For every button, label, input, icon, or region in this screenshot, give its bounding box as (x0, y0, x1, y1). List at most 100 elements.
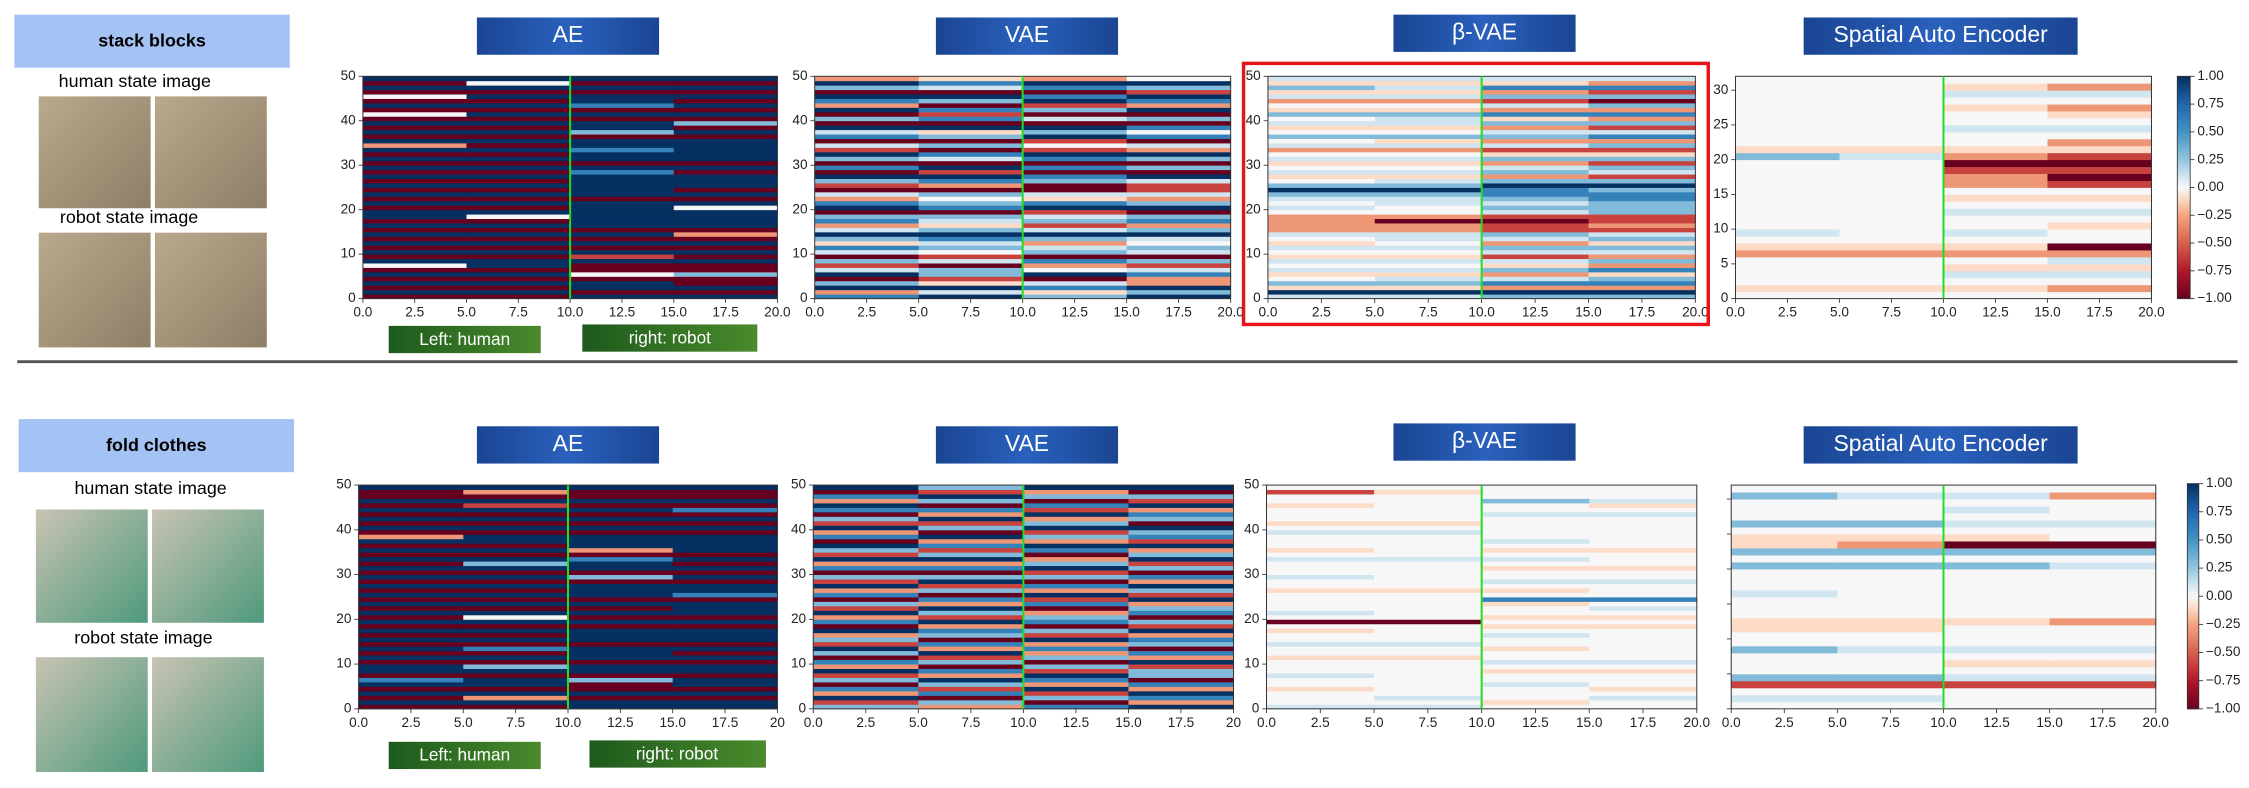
heatmap-cell (1128, 583, 1234, 589)
heatmap-cell (1126, 147, 1232, 153)
heatmap-cell (1588, 147, 1696, 153)
colorbar-cell (2187, 675, 2199, 678)
heatmap-cell (673, 205, 778, 211)
heatmap-cell (1589, 677, 1698, 683)
colorbar-cell (2187, 573, 2199, 577)
heatmap-cell (813, 516, 919, 522)
heatmap-cell (1588, 276, 1696, 282)
photo (154, 232, 267, 348)
heatmap-cell (570, 254, 675, 260)
heatmap-cell (1022, 156, 1128, 162)
heatmap-cell (1731, 561, 1838, 570)
heatmap-cell (1837, 673, 1944, 682)
heatmap-cell (570, 107, 675, 113)
heatmap-cell (463, 489, 569, 495)
heatmap-cell (1128, 579, 1234, 584)
heatmap-cell (1126, 138, 1232, 144)
heatmap-cell (570, 76, 675, 82)
heatmap-cell (1374, 641, 1483, 647)
heatmap-cell (1267, 183, 1376, 188)
heatmap-cell (1126, 107, 1232, 113)
heatmap-cell (1374, 160, 1483, 166)
heatmap-cell (1481, 156, 1589, 162)
heatmap-cell (570, 218, 675, 224)
colorbar-cell (2187, 605, 2199, 608)
heatmap-cell (1943, 610, 2051, 619)
heatmap-cell (1266, 507, 1375, 513)
colorbar-cell (2187, 634, 2199, 638)
heatmap-cell (1481, 565, 1590, 571)
heatmap-cell (1481, 160, 1589, 166)
heatmap-cell (918, 85, 1024, 91)
heatmap-cell (362, 276, 467, 282)
heatmap-cell (1128, 619, 1234, 625)
colorbar-cell (2177, 94, 2191, 97)
heatmap-cell (673, 200, 778, 206)
heatmap-cell (1481, 547, 1590, 553)
heatmap-cell (1267, 160, 1376, 166)
heatmap-cell (358, 673, 464, 678)
heatmap-cell (1374, 677, 1483, 683)
heatmap-cell (2047, 201, 2152, 209)
heatmap-cell (463, 565, 569, 571)
heatmap-cell (1023, 686, 1129, 692)
heatmap-cell (1374, 511, 1483, 517)
heatmap-cell (1943, 222, 2048, 230)
heatmap-cell (1481, 120, 1589, 126)
heatmap-cell (1837, 513, 1944, 521)
heatmap-cell (567, 574, 674, 580)
colorbar-cell (2177, 238, 2191, 242)
heatmap-cell (918, 178, 1024, 184)
heatmap-cell (1266, 570, 1375, 576)
heatmap-cell (466, 205, 571, 211)
heatmap-cell (1128, 605, 1234, 611)
heatmap-cell (463, 686, 569, 692)
heatmap-cell (570, 205, 675, 211)
heatmap-cell (1374, 583, 1483, 589)
heatmap-cell (918, 623, 1024, 629)
heatmap-cell (918, 673, 1024, 678)
heatmap-cell (567, 681, 674, 687)
heatmap-cell (1589, 507, 1698, 513)
heatmap-cell (672, 601, 778, 607)
heatmap-cell (813, 673, 919, 678)
heatmap-cell (1839, 173, 1944, 181)
photo (38, 232, 151, 348)
heatmap-cell (1374, 227, 1483, 233)
heatmap-cell (362, 209, 467, 215)
heatmap-cell (1943, 138, 2048, 147)
colorbar-cell (2177, 169, 2191, 173)
heatmap-cell (567, 673, 674, 678)
heatmap-cell (1126, 258, 1232, 264)
heatmap-cell (1731, 534, 1838, 542)
heatmap-cell (358, 655, 464, 661)
heatmap-cell (1266, 628, 1375, 634)
heatmap-cell (362, 160, 467, 166)
colorbar-cell (2177, 191, 2191, 195)
colorbar-cell (2177, 138, 2191, 142)
heatmap-cell (1126, 240, 1232, 246)
colorbar-cell (2187, 591, 2199, 595)
heatmap-cell (1943, 201, 2048, 209)
heatmap-cell (673, 120, 778, 126)
heatmap-cell (463, 668, 569, 674)
colorbar-cell (2187, 672, 2199, 676)
heatmap-cell (1022, 107, 1128, 113)
heatmap-cell (814, 205, 920, 211)
heatmap-cell (814, 231, 920, 237)
heatmap-cell (814, 254, 920, 260)
heatmap-cell (1481, 677, 1590, 683)
colorbar-cell (2187, 521, 2199, 525)
heatmap-cell (362, 169, 467, 175)
heatmap-cell (466, 249, 571, 255)
heatmap-cell (1023, 489, 1129, 495)
heatmap-cell (1267, 178, 1376, 184)
heatmap-cell (1943, 561, 2051, 570)
heatmap-cell (1374, 236, 1483, 242)
y-tick-label: 50 (336, 477, 352, 492)
colorbar-cell (2187, 623, 2199, 626)
heatmap-cell (2049, 687, 2157, 696)
heatmap-cell (1589, 628, 1698, 634)
title-box (1803, 17, 2078, 55)
heatmap-cell (1022, 267, 1128, 273)
